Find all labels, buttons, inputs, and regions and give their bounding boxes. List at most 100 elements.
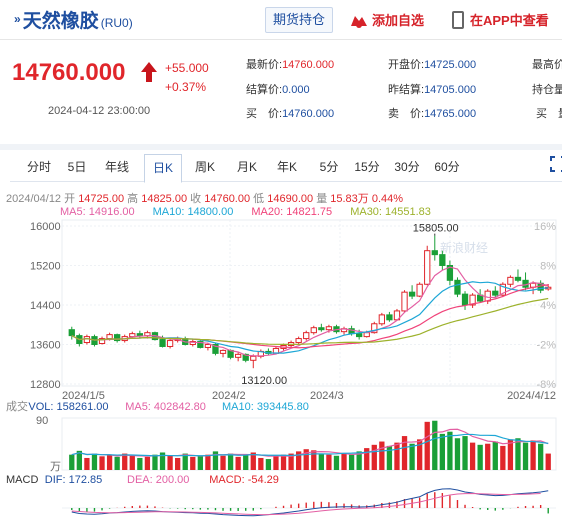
add-favorite-button[interactable]: 添加自选 <box>350 10 424 29</box>
volume-bar <box>356 451 362 470</box>
volume-bar <box>243 454 249 470</box>
volume-bar <box>409 443 415 470</box>
candle-body <box>310 327 317 334</box>
candle-body <box>250 355 257 361</box>
position-button[interactable]: 期货持仓 <box>265 7 333 33</box>
candle-body <box>174 338 181 342</box>
tab-1[interactable]: 5日 <box>67 160 87 174</box>
quote-field-label: 持仓量 <box>532 84 562 96</box>
volume-bar <box>303 449 309 470</box>
candle-body <box>303 332 310 340</box>
y-tick-label: 12800 <box>30 379 61 391</box>
vol-ma-line <box>71 433 549 457</box>
vol-legend: VOL: 158261.00 <box>28 401 108 413</box>
quote-field-value: 14725.000 <box>424 59 477 71</box>
tab-7[interactable]: 5分 <box>319 160 339 174</box>
volume-bar <box>348 454 355 470</box>
volume-bar <box>530 440 536 470</box>
fullscreen-icon[interactable] <box>550 156 562 172</box>
tab-5[interactable]: 月K <box>236 160 257 174</box>
ohlc-info-bar: 2024/04/12 开 14725.00 高 14825.00 收 14760… <box>6 190 403 206</box>
tab-3[interactable]: 日K <box>144 154 182 183</box>
vol-label: 量 <box>316 193 328 205</box>
info-low: 14690.00 <box>267 193 314 205</box>
volume-bar <box>175 457 181 470</box>
y-tick-label: 14400 <box>30 300 61 312</box>
volume-bar <box>454 438 461 470</box>
vol-legend: 成交 <box>6 399 28 413</box>
volume-bar <box>371 444 377 470</box>
quote-field: 持仓量 <box>532 81 562 97</box>
volume-bar <box>122 453 128 470</box>
candle-body <box>484 290 491 302</box>
right-tick-label: -8% <box>536 379 556 391</box>
tab-6[interactable]: 年K <box>276 160 297 174</box>
candle-body <box>144 332 151 337</box>
high-annotation: 15805.00 <box>413 223 459 235</box>
tab-10[interactable]: 60分 <box>434 160 460 174</box>
candle-body <box>76 335 83 345</box>
volume-bar <box>326 454 332 470</box>
tab-9[interactable]: 30分 <box>394 160 420 174</box>
ma-line <box>71 297 549 346</box>
candle-body <box>280 344 287 349</box>
info-close: 14760.00 <box>204 193 251 205</box>
ma-line <box>71 266 549 357</box>
candle-body <box>106 334 113 340</box>
volume-bar <box>91 453 98 470</box>
quote-field-value: 14705.000 <box>424 84 477 96</box>
volume-bar <box>114 456 120 470</box>
right-tick-label: -2% <box>536 340 556 352</box>
volume-bar <box>538 443 544 470</box>
candle-body <box>356 333 363 338</box>
quote-field-label: 最新价: <box>246 59 283 71</box>
tab-0[interactable]: 分时 <box>26 160 51 174</box>
candle-body <box>121 336 128 342</box>
volume-bar <box>333 455 340 470</box>
volume-bar <box>394 442 400 470</box>
ma-legend: MA20: 14821.75 <box>251 206 332 218</box>
tab-8[interactable]: 15分 <box>354 160 380 174</box>
dif-line <box>71 488 549 517</box>
volume-bar <box>84 457 90 470</box>
price-change: +55.000 +0.37% <box>165 59 209 97</box>
quote-field-value: 0.000 <box>282 84 310 96</box>
candle-body <box>446 265 454 281</box>
candle-body <box>204 344 212 348</box>
tab-2[interactable]: 年线 <box>104 160 129 174</box>
macd-legend: MACD <box>6 474 38 486</box>
candle-body <box>529 282 537 288</box>
quote-field-value: 14760.000 <box>282 108 335 120</box>
volume-frame <box>61 417 557 471</box>
volume-bar <box>137 457 143 470</box>
low-label: 低 <box>253 193 265 205</box>
vol-legend: MA5: 402842.80 <box>125 401 206 413</box>
quote-field-label: 最高价 <box>532 59 562 71</box>
quote-field: 最高价 <box>532 56 562 72</box>
right-tick-label: 8% <box>540 261 556 273</box>
open-app-button[interactable]: 在APP中查看 <box>452 10 549 29</box>
candle-body <box>227 349 234 358</box>
volume-bar <box>220 455 226 470</box>
candle-body <box>318 327 325 331</box>
up-arrow-icon <box>141 62 157 82</box>
macd-legend: MACD: -54.29 <box>209 474 279 486</box>
add-favorite-label: 添加自选 <box>372 13 425 28</box>
candle-body <box>265 350 272 354</box>
candle-body <box>159 339 166 347</box>
quote-field: 买 量 <box>536 105 562 121</box>
candle-body <box>378 314 385 325</box>
vol-max-label: 90 <box>36 415 48 427</box>
quote-field-label: 开盘价: <box>388 59 425 71</box>
x-tick-label: 2024/2 <box>212 390 246 402</box>
candle-body <box>401 291 408 312</box>
phone-icon <box>452 11 464 29</box>
volume-bar <box>159 452 166 470</box>
candle-body <box>83 336 91 344</box>
volume-bar <box>212 451 219 470</box>
candle-body <box>461 293 469 306</box>
quote-field: 最新价:14760.000 <box>246 56 334 72</box>
vol-ma-line <box>71 428 549 457</box>
vol-unit-label: 万 <box>50 461 61 473</box>
tab-4[interactable]: 周K <box>194 160 215 174</box>
